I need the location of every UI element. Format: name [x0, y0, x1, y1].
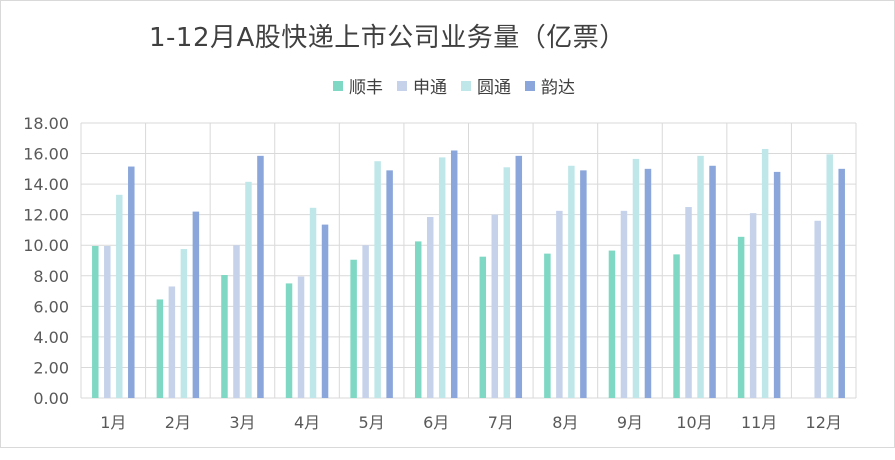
- chart-frame: 1-12月A股快递上市公司业务量（亿票） 顺丰 申通 圆通 韵达 0.00 2.0…: [0, 0, 895, 448]
- bar-3-4: [386, 170, 393, 398]
- x-tick-label: 6月: [423, 413, 449, 432]
- y-tick-label: 10.00: [23, 236, 69, 255]
- bar-0-0: [92, 245, 99, 398]
- bar-2-0: [116, 194, 123, 398]
- y-tick-label: 6.00: [33, 297, 69, 316]
- y-tick-label: 0.00: [33, 389, 69, 408]
- bar-3-11: [838, 168, 845, 398]
- bar-3-7: [580, 170, 587, 398]
- legend-item-sto: 申通: [397, 73, 447, 98]
- bar-0-4: [350, 259, 357, 398]
- bar-1-7: [556, 210, 563, 398]
- plot-area: 0.00 2.00 4.00 6.00 8.00 10.00 12.00 14.00 16.00…: [23, 114, 857, 432]
- x-tick-label: 3月: [229, 413, 255, 432]
- legend-label-sf: 顺丰: [349, 78, 383, 98]
- y-tick-label: 12.00: [23, 206, 69, 225]
- bar-3-8: [644, 168, 652, 398]
- legend-label-sto: 申通: [413, 78, 447, 98]
- bar-3-0: [128, 166, 135, 398]
- bar-0-8: [608, 250, 616, 398]
- bar-3-2: [257, 155, 264, 398]
- bar-0-10: [737, 236, 745, 398]
- x-tick-label: 4月: [294, 413, 320, 432]
- bar-1-5: [426, 216, 434, 398]
- bar-2-11: [826, 154, 833, 398]
- bar-2-7: [568, 165, 575, 398]
- legend-item-sf: 顺丰: [333, 73, 383, 98]
- legend: 顺丰 申通 圆通 韵达: [333, 73, 575, 98]
- bar-3-10: [773, 171, 781, 398]
- x-tick-label: 2月: [165, 413, 191, 432]
- bar-2-8: [632, 158, 640, 398]
- bar-2-10: [761, 148, 769, 398]
- x-tick-label: 5月: [359, 413, 385, 432]
- chart-title: 1-12月A股快递上市公司业务量（亿票）: [149, 23, 626, 53]
- bar-1-3: [297, 276, 305, 398]
- y-tick-label: 2.00: [33, 358, 69, 377]
- bar-2-1: [180, 249, 188, 398]
- bar-3-3: [321, 224, 329, 398]
- legend-item-yunda: 韵达: [525, 73, 575, 98]
- bar-1-0: [104, 245, 111, 398]
- x-tick-label: 12月: [806, 413, 842, 432]
- bar-3-5: [450, 150, 458, 398]
- bar-0-3: [285, 283, 293, 398]
- y-tick-label: 18.00: [23, 114, 69, 133]
- bar-2-2: [245, 181, 252, 398]
- x-tick-label: 7月: [488, 413, 514, 432]
- legend-swatch-sf: [333, 80, 343, 91]
- bar-2-3: [309, 207, 317, 398]
- y-tick-label: 16.00: [23, 145, 69, 164]
- legend-swatch-yto: [461, 80, 471, 91]
- x-tick-label: 11月: [741, 413, 777, 432]
- bar-2-9: [697, 155, 704, 398]
- bar-0-1: [156, 299, 164, 398]
- bar-1-8: [620, 210, 628, 398]
- y-tick-label: 4.00: [33, 328, 69, 347]
- bar-1-1: [168, 286, 176, 398]
- y-tick-label: 14.00: [23, 175, 69, 194]
- x-tick-label: 9月: [617, 413, 643, 432]
- x-tick-label: 10月: [676, 413, 712, 432]
- legend-label-yunda: 韵达: [541, 78, 575, 98]
- legend-item-yto: 圆通: [461, 73, 511, 98]
- bar-1-10: [749, 213, 757, 398]
- legend-label-yto: 圆通: [477, 78, 511, 98]
- legend-swatch-yunda: [525, 80, 535, 91]
- bar-2-4: [374, 161, 381, 398]
- bar-0-9: [673, 254, 680, 398]
- y-tick-label: 8.00: [33, 267, 69, 286]
- x-tick-label: 8月: [552, 413, 578, 432]
- bar-1-4: [362, 245, 369, 398]
- bar-0-7: [544, 253, 551, 398]
- bar-3-6: [515, 155, 523, 398]
- bar-0-6: [479, 256, 487, 398]
- bar-0-2: [221, 275, 228, 398]
- bar-2-5: [438, 157, 446, 398]
- bar-1-2: [233, 245, 240, 398]
- bar-1-6: [491, 214, 499, 398]
- bar-1-9: [685, 207, 692, 398]
- x-tick-label: 1月: [100, 413, 126, 432]
- bar-0-5: [414, 241, 422, 398]
- bar-3-9: [709, 165, 716, 398]
- bar-1-11: [814, 220, 821, 398]
- bar-2-6: [503, 167, 511, 398]
- legend-swatch-sto: [397, 80, 407, 91]
- bar-3-1: [192, 211, 200, 398]
